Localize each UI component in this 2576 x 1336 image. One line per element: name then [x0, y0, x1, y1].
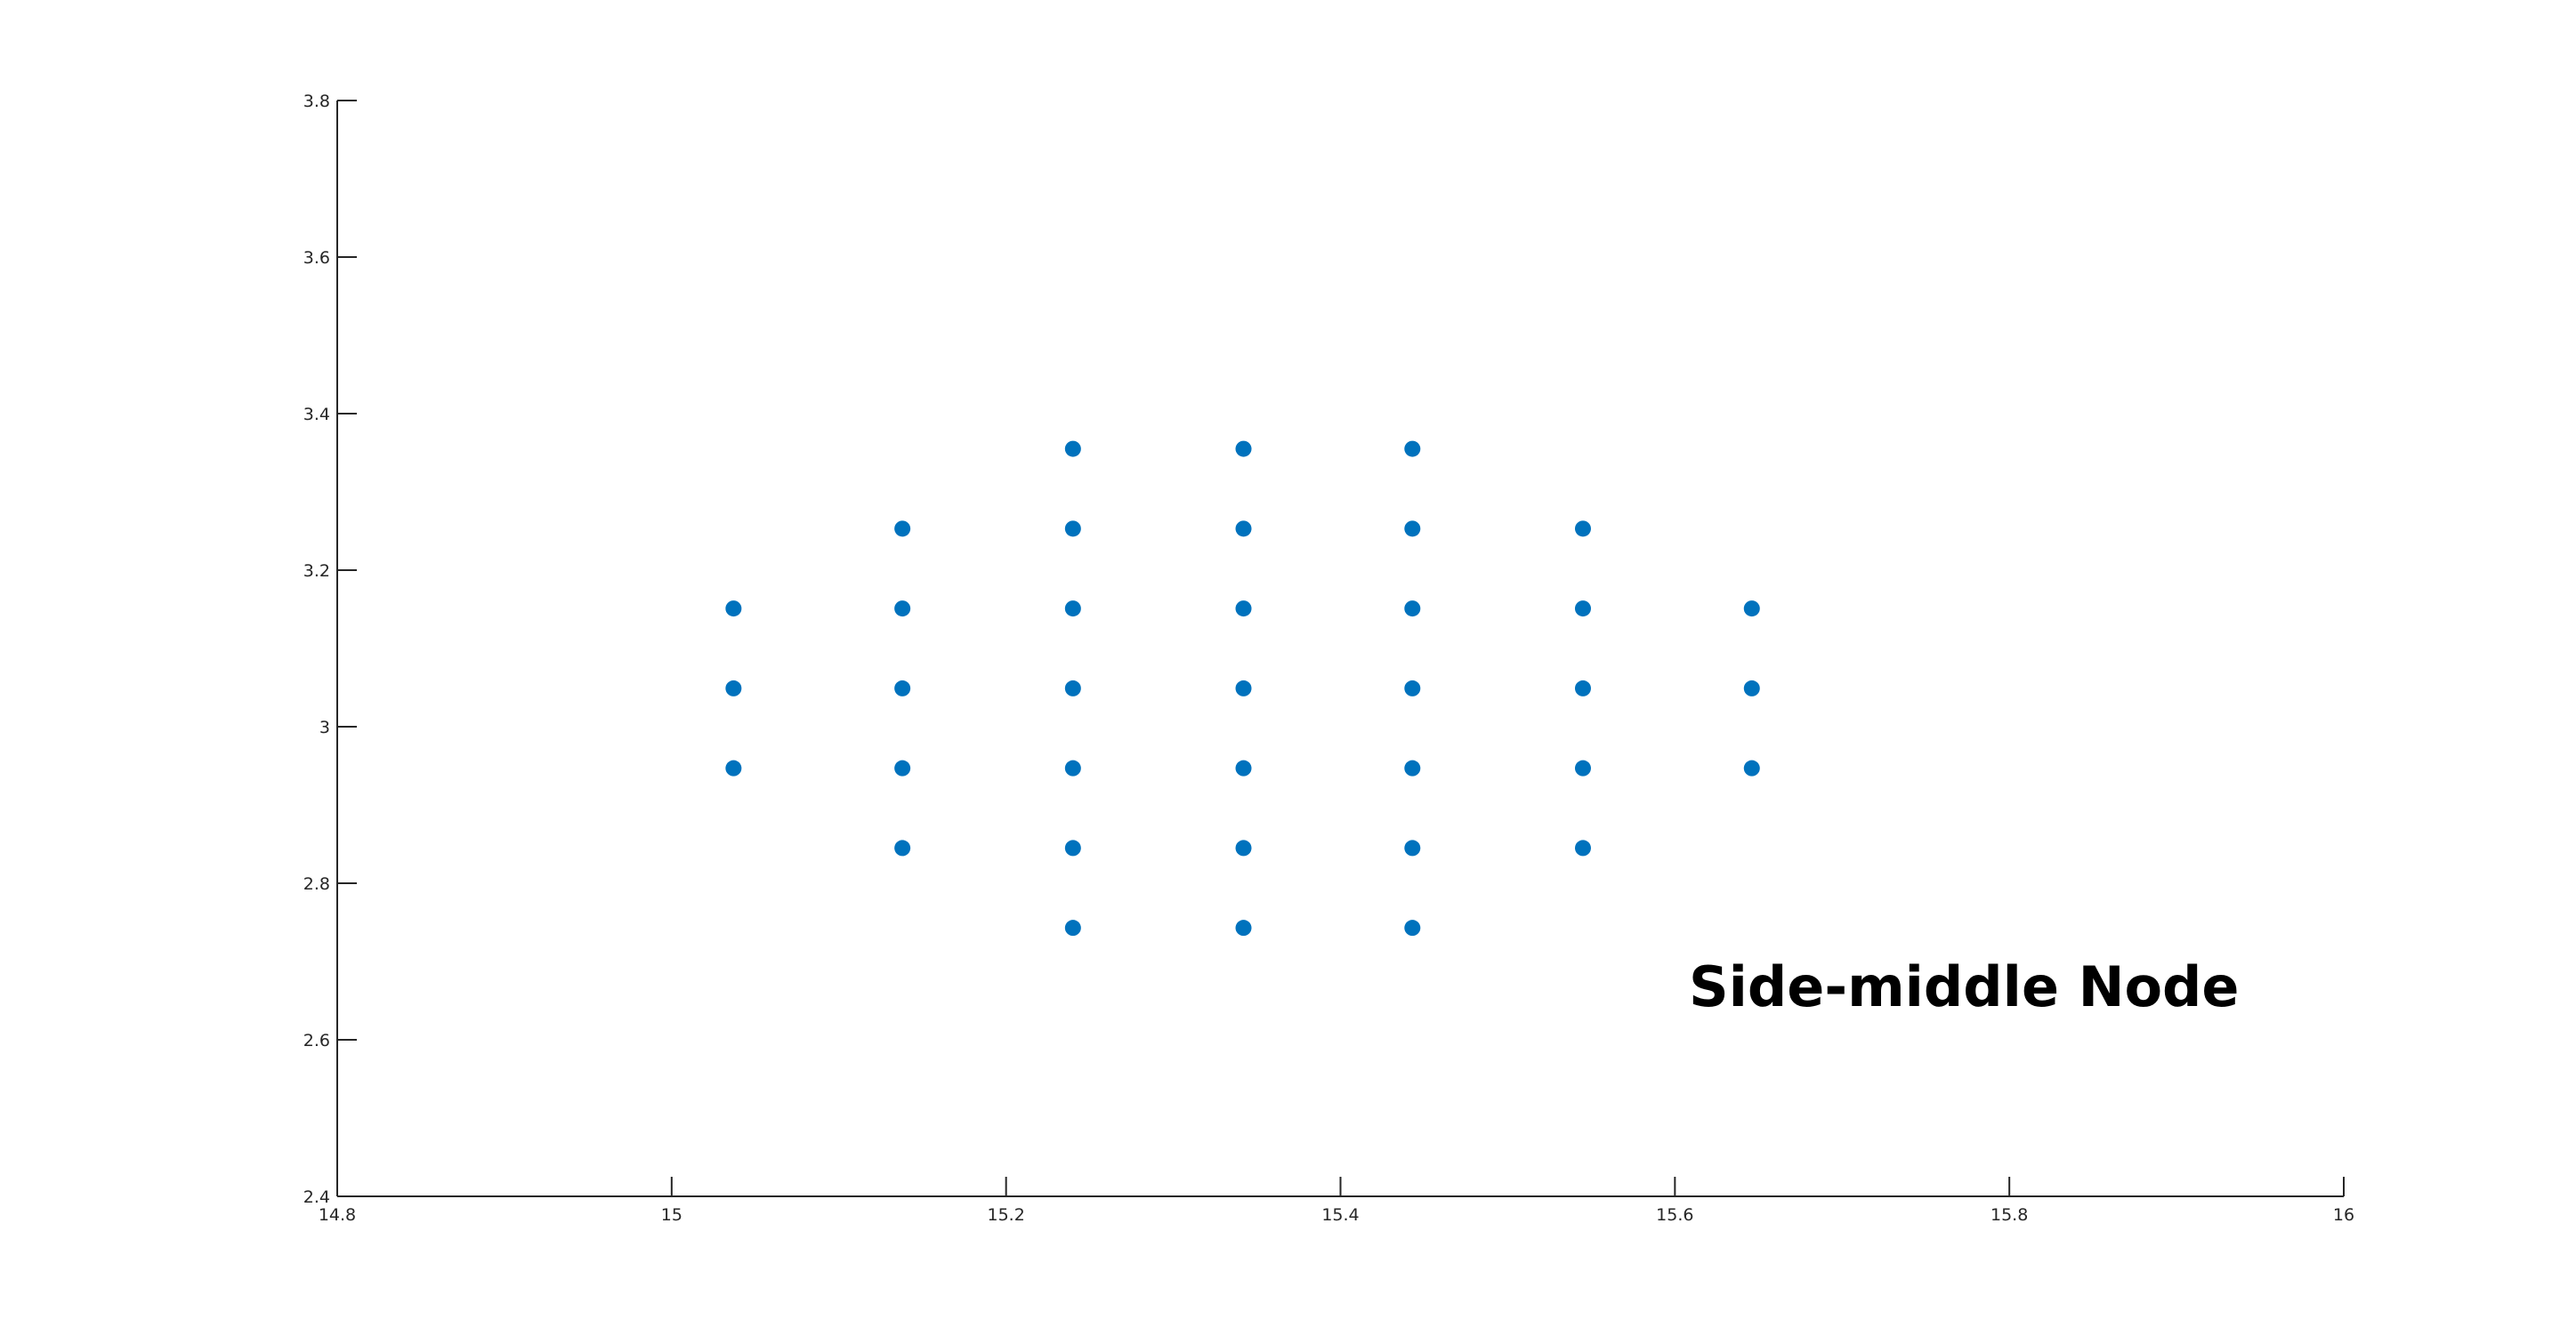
data-point: [1064, 760, 1081, 777]
data-point: [894, 680, 911, 696]
data-point: [1235, 600, 1252, 617]
data-point: [1235, 920, 1252, 937]
x-tick-label: 15.6: [1656, 1205, 1693, 1225]
x-tick-label: 15: [661, 1205, 682, 1225]
data-point: [894, 760, 911, 777]
x-tick-label: 15.8: [1991, 1205, 2028, 1225]
data-point: [1404, 920, 1421, 937]
x-tick-label: 14.8: [319, 1205, 356, 1225]
data-point: [894, 840, 911, 857]
data-point: [1743, 600, 1760, 617]
data-point: [1404, 600, 1421, 617]
y-tick-label: 3.2: [303, 561, 330, 581]
data-point: [1404, 840, 1421, 857]
data-point: [1064, 440, 1081, 457]
y-tick-label: 3.6: [303, 248, 330, 268]
annotation-label: Side-middle Node: [1689, 954, 2240, 1019]
x-tick-label: 16: [2333, 1205, 2354, 1225]
data-point: [1064, 680, 1081, 696]
data-point: [1404, 440, 1421, 457]
data-point: [1743, 760, 1760, 777]
data-point: [1404, 520, 1421, 537]
y-tick-label: 2.6: [303, 1031, 330, 1050]
y-tick-label: 3.8: [303, 92, 330, 111]
data-point: [1574, 680, 1591, 696]
x-axis-ticks: 14.8 15 15.2 15.4 15.6 15.8 16: [319, 1177, 2354, 1225]
y-axis-ticks: 2.4 2.6 2.8 3 3.2 3.4 3.6 3.8: [303, 92, 357, 1207]
axes: [336, 101, 2344, 1197]
y-tick-label: 3.4: [303, 405, 330, 424]
x-tick-label: 15.2: [988, 1205, 1025, 1225]
data-point: [1064, 920, 1081, 937]
data-point: [1235, 840, 1252, 857]
data-point: [1574, 840, 1591, 857]
y-tick-label: 2.8: [303, 874, 330, 894]
data-point: [725, 600, 742, 617]
y-tick-label: 3: [319, 718, 330, 737]
data-point: [1064, 840, 1081, 857]
data-point: [1743, 680, 1760, 696]
data-point: [1064, 600, 1081, 617]
data-point: [1235, 680, 1252, 696]
data-point: [1574, 600, 1591, 617]
data-point: [1404, 760, 1421, 777]
data-point: [1574, 760, 1591, 777]
data-point: [894, 520, 911, 537]
data-point: [725, 680, 742, 696]
data-point: [1235, 760, 1252, 777]
data-point: [1064, 520, 1081, 537]
data-point: [1235, 440, 1252, 457]
data-point: [1235, 520, 1252, 537]
data-point: [1574, 520, 1591, 537]
x-tick-label: 15.4: [1321, 1205, 1359, 1225]
data-points: [725, 440, 1760, 937]
data-point: [1404, 680, 1421, 696]
data-point: [725, 760, 742, 777]
y-tick-label: 2.4: [303, 1187, 330, 1207]
data-point: [894, 600, 911, 617]
